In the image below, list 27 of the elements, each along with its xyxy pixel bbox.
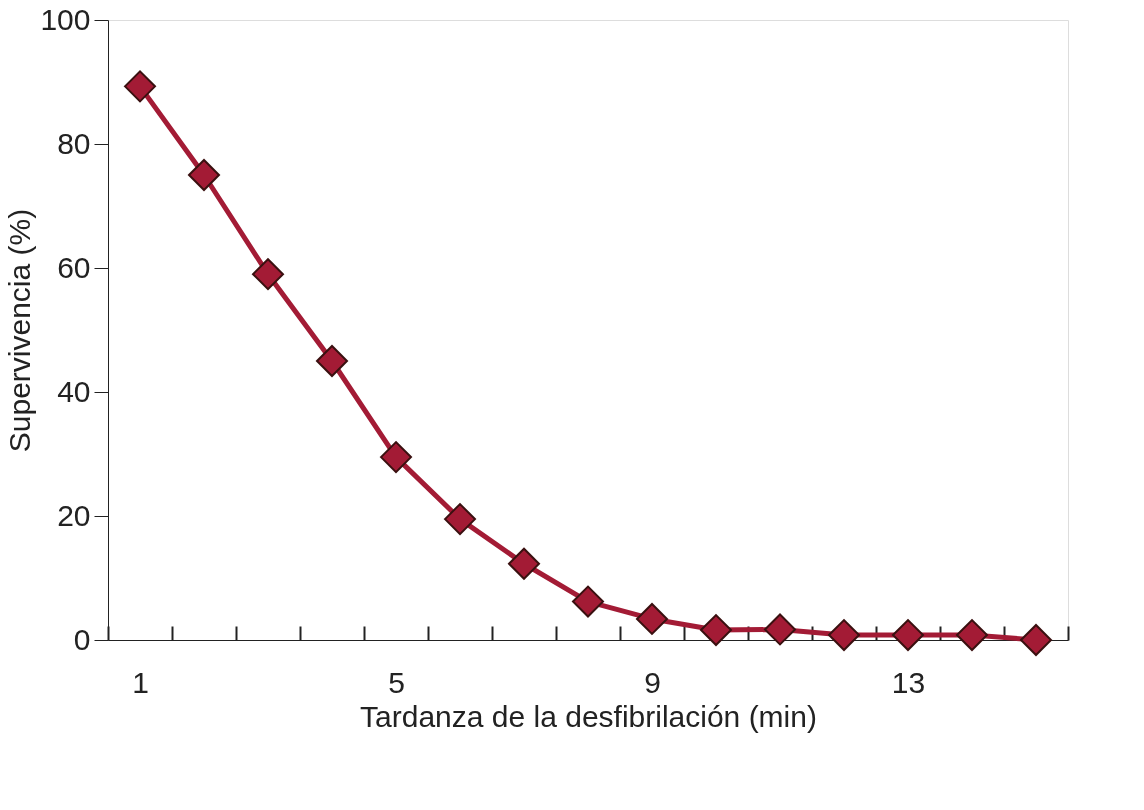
point <box>764 613 796 646</box>
x-tick-label: 13 <box>891 665 926 699</box>
y-tick-label: 60 <box>57 250 91 284</box>
point <box>380 441 412 474</box>
point <box>124 70 156 103</box>
point <box>700 614 732 647</box>
y-tick-label: 0 <box>73 622 91 656</box>
point <box>188 159 220 191</box>
point <box>956 619 988 652</box>
point <box>572 585 604 618</box>
point <box>828 619 860 652</box>
y-tick-label: 20 <box>57 498 91 532</box>
point <box>252 258 284 291</box>
y-tick-label: 40 <box>57 374 91 408</box>
x-tick-label: 5 <box>388 665 405 699</box>
point <box>444 503 476 536</box>
point <box>892 619 924 652</box>
point <box>508 547 540 580</box>
point <box>316 345 348 377</box>
point <box>1020 624 1052 656</box>
x-tick-label: 1 <box>132 665 149 699</box>
x-tick-label: 9 <box>644 665 661 699</box>
x-axis-title: Tardanza de la desfibrilación (min) <box>360 699 817 733</box>
y-tick-label: 100 <box>40 2 91 36</box>
point <box>636 602 668 635</box>
y-axis-title: Supervivencia (%) <box>3 208 37 453</box>
y-tick-label: 80 <box>57 126 91 160</box>
